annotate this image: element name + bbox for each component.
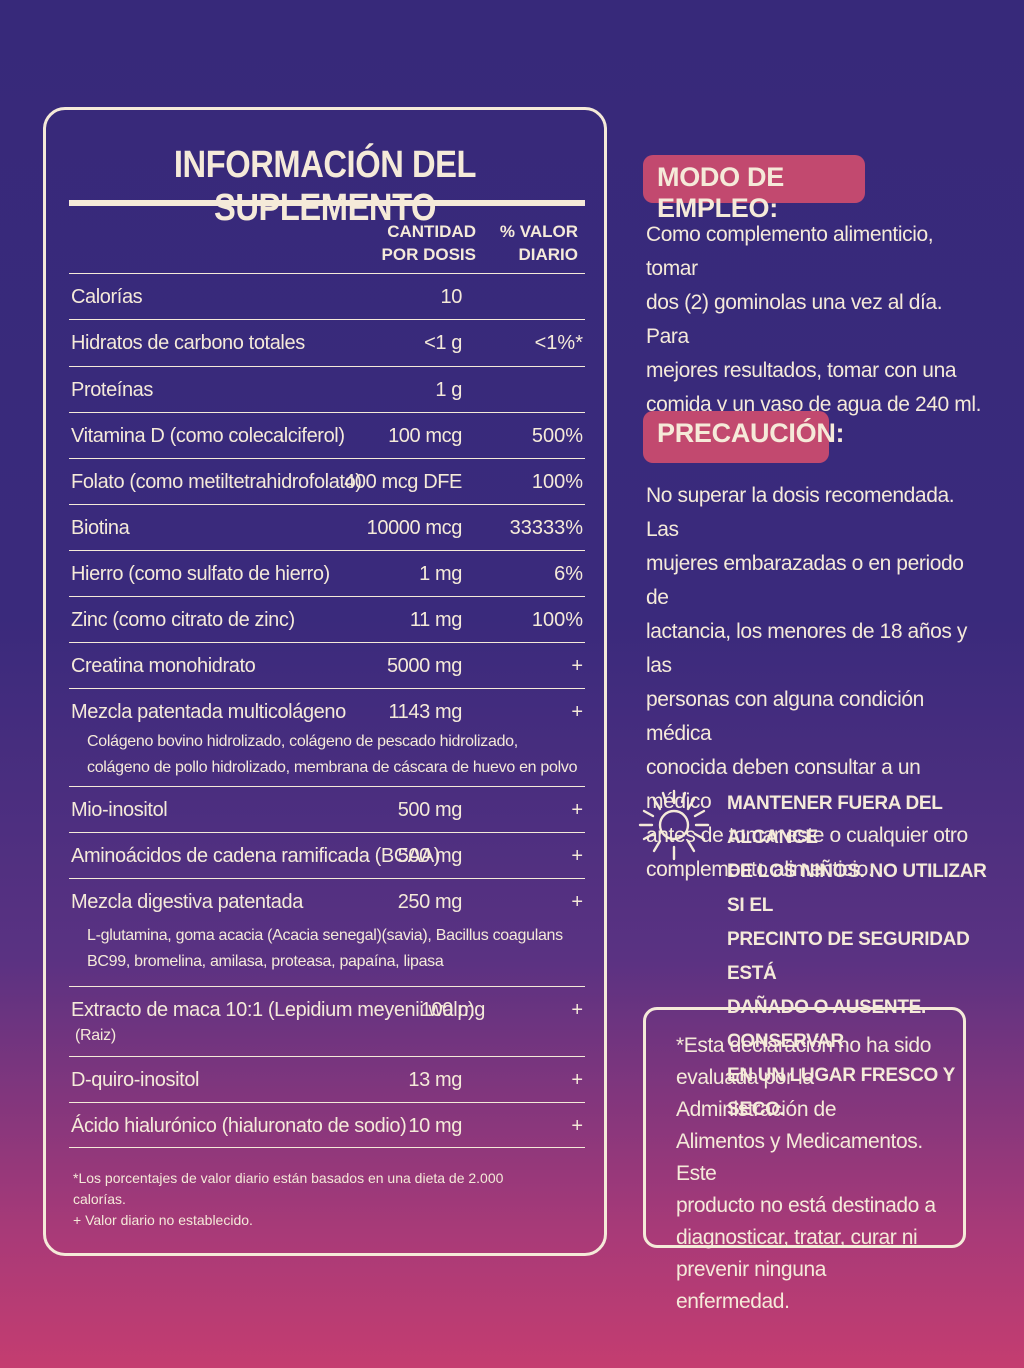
nutrient-quantity: 500 mg bbox=[397, 845, 463, 867]
header-daily-value: % VALOR DIARIO bbox=[499, 222, 578, 264]
nutrient-quantity: 100 mg bbox=[420, 999, 486, 1021]
nutrient-name: Zinc (como citrato de zinc) bbox=[71, 609, 295, 631]
nutrient-name: Ácido hialurónico (hialuronato de sodio) bbox=[71, 1115, 407, 1137]
nutrient-quantity: 5000 mg bbox=[386, 655, 462, 677]
table-row: Mezcla patentada multicolágeno 1143 mg +… bbox=[69, 688, 585, 786]
table-row: Folato (como metiltetrahidrofolato) 400 … bbox=[69, 458, 585, 504]
nutrient-daily-value: 6% bbox=[554, 563, 583, 585]
nutrient-daily-value: + bbox=[571, 891, 583, 913]
nutrient-quantity: 10 bbox=[440, 286, 463, 308]
blend-ingredients: L-glutamina, goma acacia (Acacia senegal… bbox=[87, 927, 563, 970]
nutrient-name: Mio-inositol bbox=[71, 799, 168, 821]
table-row: Extracto de maca 10:1 (Lepidium meyenii … bbox=[69, 986, 585, 1056]
panel-title: INFORMACIÓN DEL SUPLEMENTO bbox=[173, 144, 477, 229]
table-row: D-quiro-inositol 13 mg + bbox=[69, 1056, 585, 1102]
nutrient-daily-value: + bbox=[571, 1069, 583, 1091]
nutrient-name: Extracto de maca 10:1 (Lepidium meyenii … bbox=[71, 999, 475, 1021]
header-quantity: CANTIDAD POR DOSIS bbox=[381, 222, 476, 264]
nutrient-daily-value: + bbox=[571, 845, 583, 867]
nutrient-name: Hidratos de carbono totales bbox=[71, 332, 305, 354]
nutrient-quantity: 500 mg bbox=[397, 799, 463, 821]
nutrient-quantity: 1 mg bbox=[419, 563, 462, 585]
nutrient-quantity: 250 mg bbox=[397, 891, 463, 913]
footnote-not-established: + Valor diario no establecido. bbox=[73, 1212, 253, 1228]
nutrient-daily-value: + bbox=[571, 999, 583, 1021]
table-row: Mezcla digestiva patentada 250 mg + L-gl… bbox=[69, 878, 585, 986]
usage-text: Como complemento alimenticio, tomar dos … bbox=[646, 223, 982, 416]
nutrient-quantity: 100 mcg bbox=[388, 425, 462, 447]
storage-warning: MANTENER FUERA DEL ALCANCE DE LOS NIÑOS.… bbox=[727, 793, 987, 1120]
title-divider bbox=[69, 200, 585, 206]
nutrient-quantity: 10000 mcg bbox=[366, 517, 463, 539]
nutrient-name: Folato (como metiltetrahidrofolato) bbox=[71, 471, 362, 493]
table-row: Ácido hialurónico (hialuronato de sodio)… bbox=[69, 1102, 585, 1148]
table-row: Aminoácidos de cadena ramificada (BCAA) … bbox=[69, 832, 585, 878]
blend-ingredients: Colágeno bovino hidrolizado, colágeno de… bbox=[87, 733, 578, 776]
nutrient-daily-value: + bbox=[571, 655, 583, 677]
nutrient-name: Vitamina D (como colecalciferol) bbox=[71, 425, 345, 447]
nutrient-quantity: <1 g bbox=[424, 332, 462, 354]
table-row: Hidratos de carbono totales <1 g <1%* bbox=[69, 319, 585, 366]
footnote-daily-value: *Los porcentajes de valor diario están b… bbox=[73, 1170, 504, 1207]
table-row: Proteínas 1 g bbox=[69, 366, 585, 412]
nutrient-daily-value: 500% bbox=[531, 425, 583, 447]
nutrient-quantity: 1143 mg bbox=[388, 701, 462, 723]
nutrient-quantity: 400 mcg DFE bbox=[344, 471, 462, 493]
nutrient-name: Proteínas bbox=[71, 379, 154, 401]
nutrient-name: Biotina bbox=[71, 517, 130, 539]
nutrient-quantity: 10 mg bbox=[408, 1115, 462, 1137]
supplement-facts-panel: INFORMACIÓN DEL SUPLEMENTO CANTIDAD POR … bbox=[43, 107, 607, 1256]
table-row: Biotina 10000 mcg 33333% bbox=[69, 504, 585, 550]
caution-heading: PRECAUCIÓN: bbox=[643, 411, 845, 463]
nutrient-quantity: 11 mg bbox=[409, 609, 463, 631]
footnotes: *Los porcentajes de valor diario están b… bbox=[73, 1168, 553, 1231]
table-row: Vitamina D (como colecalciferol) 100 mcg… bbox=[69, 412, 585, 458]
caution-text: No superar la dosis recomendada. Las muj… bbox=[646, 484, 968, 881]
nutrient-daily-value: 100% bbox=[531, 471, 583, 493]
table-row: Hierro (como sulfato de hierro) 1 mg 6% bbox=[69, 550, 585, 596]
table-row: Mio-inositol 500 mg + bbox=[69, 786, 585, 832]
sun-icon bbox=[638, 789, 710, 861]
nutrient-name: Mezcla digestiva patentada bbox=[71, 891, 303, 913]
table-row: Zinc (como citrato de zinc) 11 mg 100% bbox=[69, 596, 585, 642]
nutrient-quantity: 1 g bbox=[435, 379, 462, 401]
ingredient-part: (Raiz) bbox=[75, 1027, 116, 1044]
nutrient-name: Creatina monohidrato bbox=[71, 655, 256, 677]
usage-heading: MODO DE EMPLEO: bbox=[643, 155, 865, 223]
nutrient-daily-value: <1%* bbox=[534, 332, 583, 354]
nutrient-name: Calorías bbox=[71, 286, 143, 308]
nutrient-daily-value: + bbox=[571, 1115, 583, 1137]
nutrient-daily-value: + bbox=[571, 799, 583, 821]
fda-disclaimer: *Esta declaración no ha sido evaluada po… bbox=[643, 1007, 966, 1313]
nutrient-name: Hierro (como sulfato de hierro) bbox=[71, 563, 330, 585]
table-row: Creatina monohidrato 5000 mg + bbox=[69, 642, 585, 688]
nutrient-table: Calorías 10 Hidratos de carbono totales … bbox=[69, 273, 585, 1148]
nutrient-daily-value: 33333% bbox=[509, 517, 583, 539]
nutrient-daily-value: + bbox=[571, 701, 583, 723]
table-row: Calorías 10 bbox=[69, 273, 585, 319]
nutrient-name: Aminoácidos de cadena ramificada (BCAA) bbox=[71, 845, 441, 867]
nutrient-name: D-quiro-inositol bbox=[71, 1069, 200, 1091]
nutrient-quantity: 13 mg bbox=[408, 1069, 462, 1091]
nutrient-daily-value: 100% bbox=[531, 609, 583, 631]
nutrient-name: Mezcla patentada multicolágeno bbox=[71, 701, 346, 723]
